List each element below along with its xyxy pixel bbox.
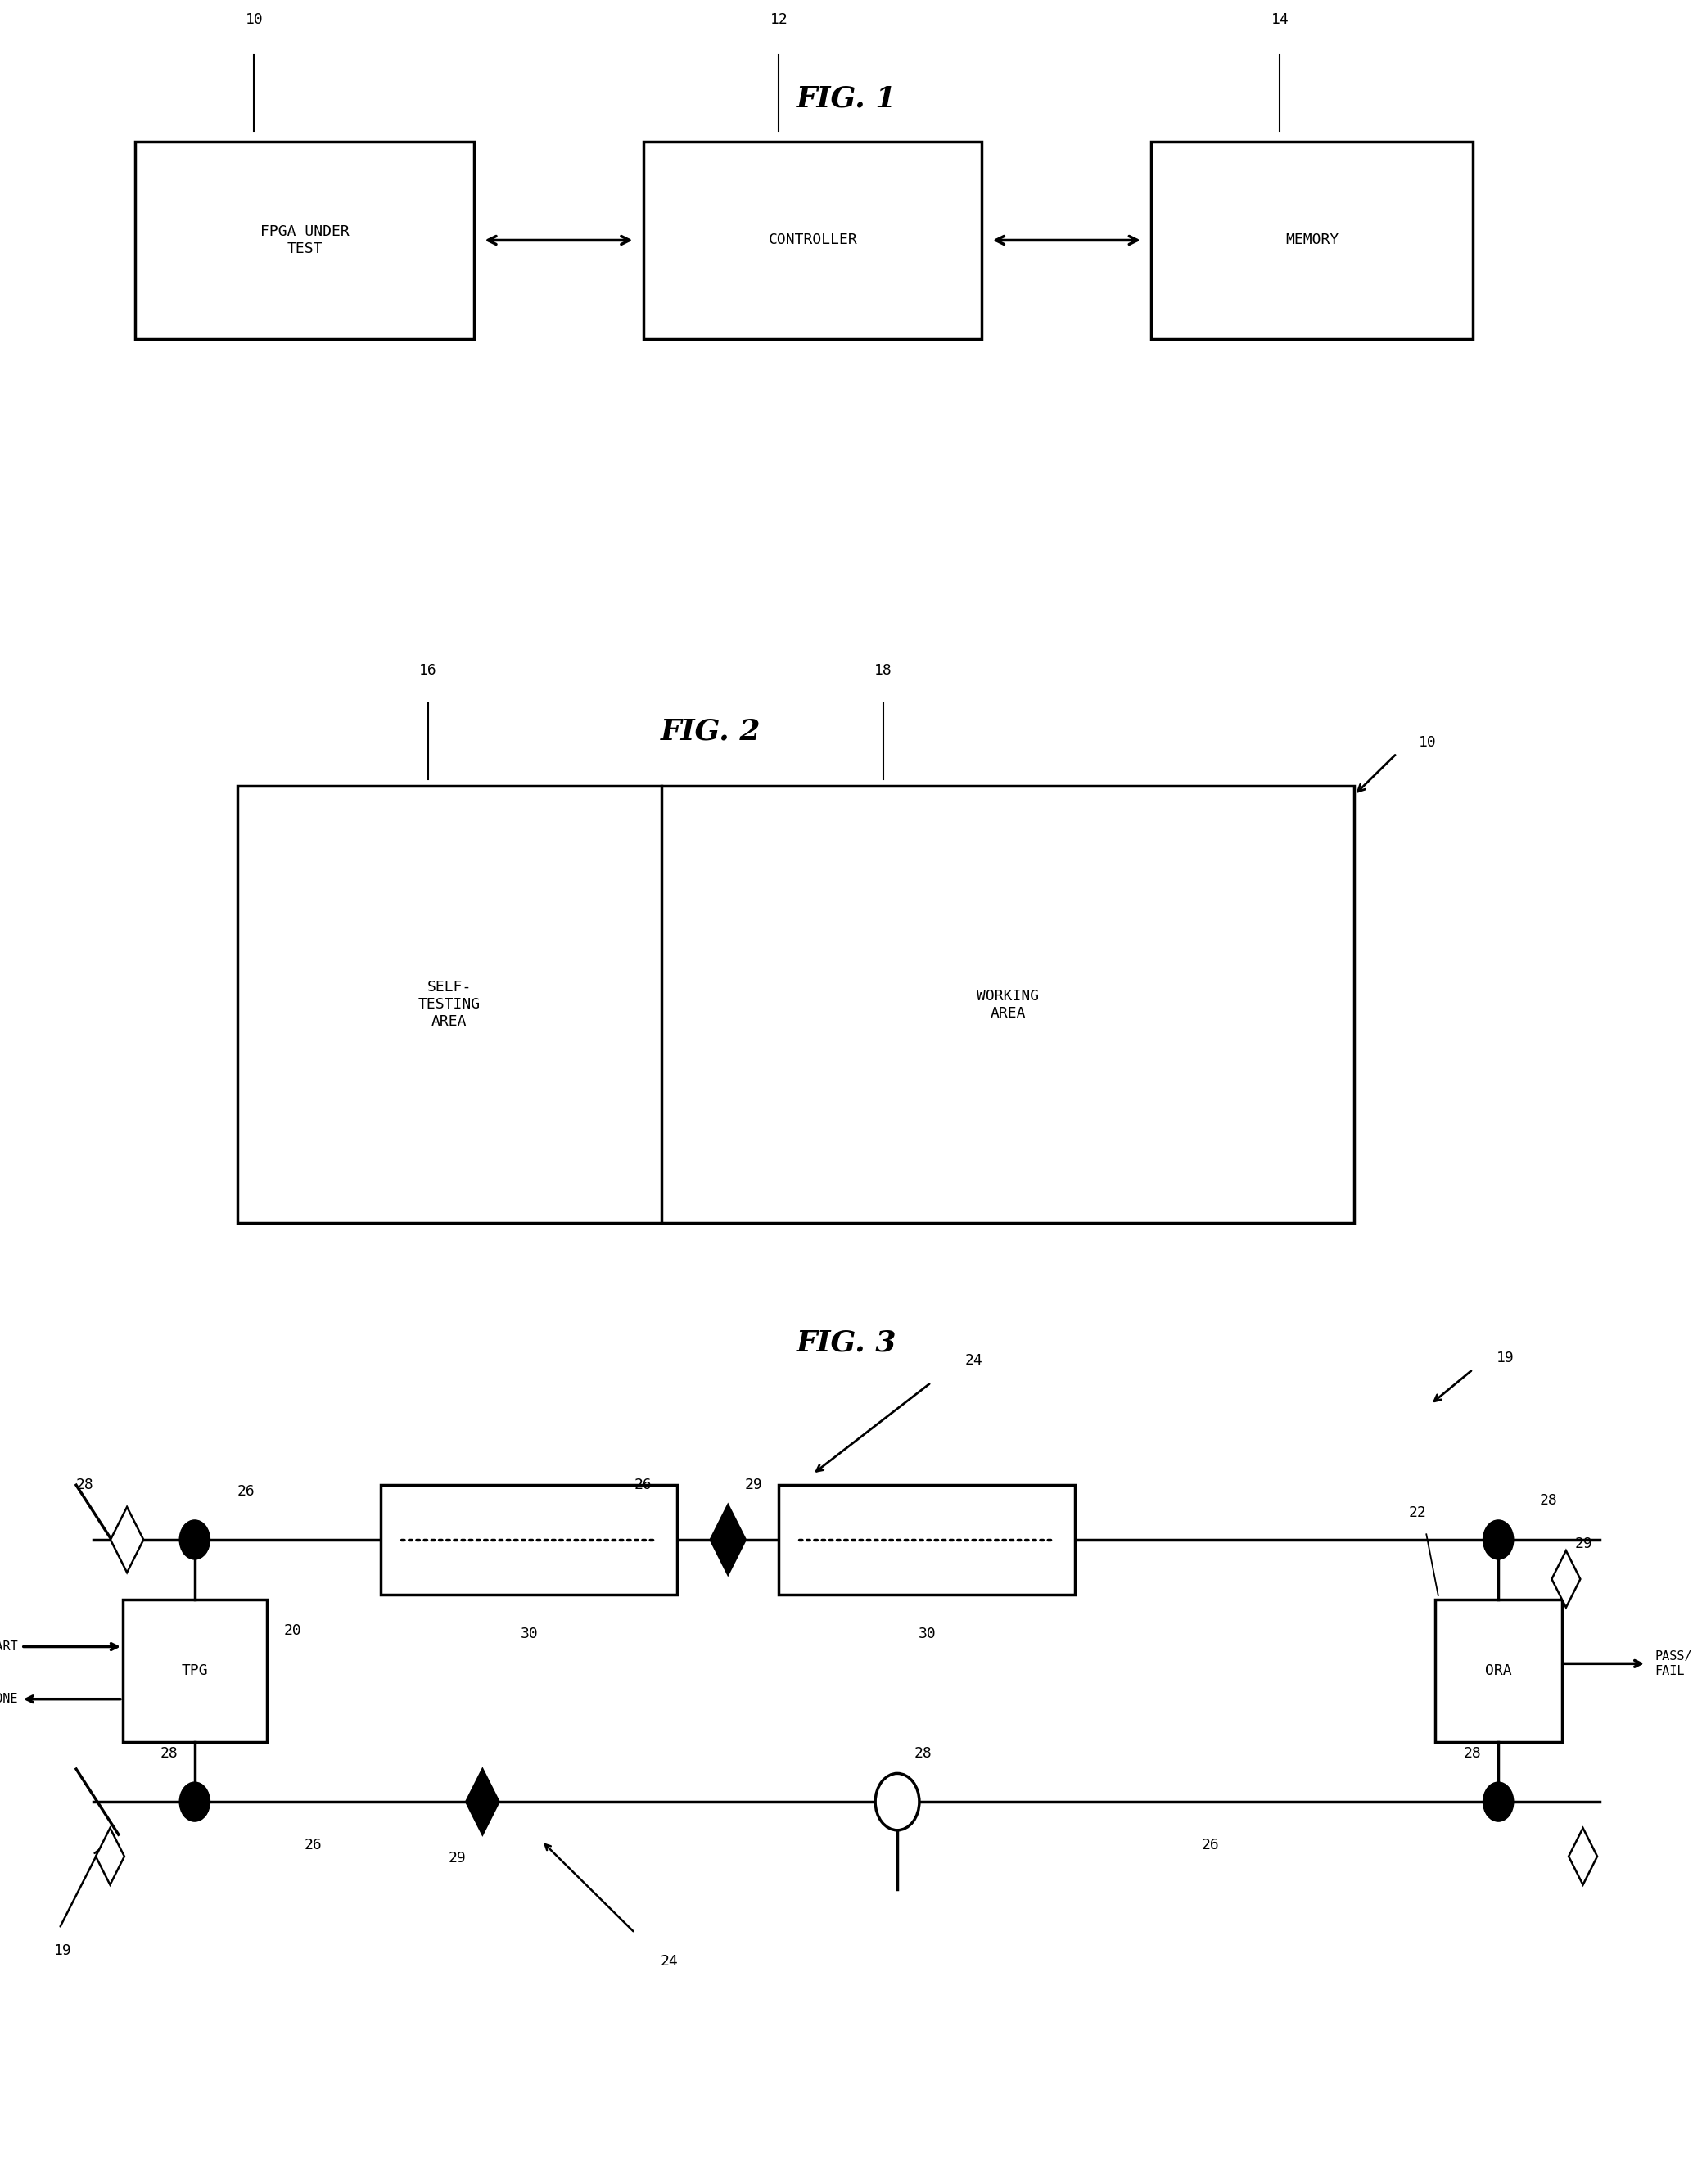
Text: 30: 30	[918, 1627, 936, 1640]
Text: SELF-
TESTING
AREA: SELF- TESTING AREA	[418, 981, 481, 1029]
Text: 16: 16	[420, 664, 437, 677]
Polygon shape	[466, 1769, 499, 1835]
Text: 10: 10	[1419, 736, 1437, 749]
Text: CONTROLLER: CONTROLLER	[769, 234, 857, 247]
Text: 29: 29	[449, 1852, 466, 1865]
FancyBboxPatch shape	[381, 1485, 677, 1594]
Text: 28: 28	[914, 1747, 933, 1760]
Polygon shape	[97, 1828, 124, 1885]
Text: 28: 28	[1463, 1747, 1481, 1760]
Text: 24: 24	[965, 1354, 984, 1367]
Text: 18: 18	[874, 664, 892, 677]
Text: FIG. 1: FIG. 1	[796, 85, 897, 111]
FancyBboxPatch shape	[779, 1485, 1075, 1594]
Text: 26: 26	[237, 1485, 256, 1498]
Polygon shape	[110, 1507, 144, 1572]
Text: 30: 30	[520, 1627, 538, 1640]
Text: START: START	[0, 1640, 19, 1653]
Circle shape	[875, 1773, 919, 1830]
Circle shape	[179, 1520, 210, 1559]
Text: 19: 19	[54, 1944, 71, 1957]
Text: 24: 24	[660, 1955, 679, 1968]
Text: 22: 22	[1409, 1505, 1427, 1520]
Text: 20: 20	[284, 1623, 301, 1638]
Text: 26: 26	[635, 1479, 652, 1492]
Text: 26: 26	[1202, 1839, 1219, 1852]
FancyBboxPatch shape	[1151, 142, 1473, 339]
Text: PASS/
FAIL: PASS/ FAIL	[1656, 1651, 1693, 1677]
Text: 14: 14	[1271, 13, 1288, 26]
Text: DONE: DONE	[0, 1693, 19, 1706]
Circle shape	[1483, 1782, 1514, 1821]
Text: 28: 28	[161, 1747, 178, 1760]
Text: WORKING
AREA: WORKING AREA	[977, 989, 1040, 1020]
Text: 19: 19	[1497, 1352, 1515, 1365]
Circle shape	[1483, 1520, 1514, 1559]
Text: 28: 28	[76, 1479, 93, 1492]
Text: ORA: ORA	[1485, 1664, 1512, 1677]
Text: MEMORY: MEMORY	[1285, 234, 1339, 247]
FancyBboxPatch shape	[124, 1599, 267, 1743]
Polygon shape	[711, 1505, 745, 1575]
Circle shape	[179, 1782, 210, 1821]
Text: 28: 28	[1539, 1494, 1558, 1507]
Text: TPG: TPG	[181, 1664, 208, 1677]
Polygon shape	[1569, 1828, 1596, 1885]
Text: 29: 29	[745, 1479, 764, 1492]
FancyBboxPatch shape	[1436, 1599, 1561, 1743]
Polygon shape	[1552, 1551, 1580, 1607]
Text: 12: 12	[770, 13, 787, 26]
Text: FPGA UNDER
TEST: FPGA UNDER TEST	[261, 225, 349, 256]
Text: 26: 26	[305, 1839, 322, 1852]
Text: 29: 29	[1574, 1538, 1593, 1551]
FancyBboxPatch shape	[135, 142, 474, 339]
FancyBboxPatch shape	[643, 142, 982, 339]
Text: FIG. 2: FIG. 2	[660, 719, 762, 745]
FancyBboxPatch shape	[237, 786, 1354, 1223]
Text: 10: 10	[245, 13, 262, 26]
Text: FIG. 3: FIG. 3	[796, 1330, 897, 1356]
